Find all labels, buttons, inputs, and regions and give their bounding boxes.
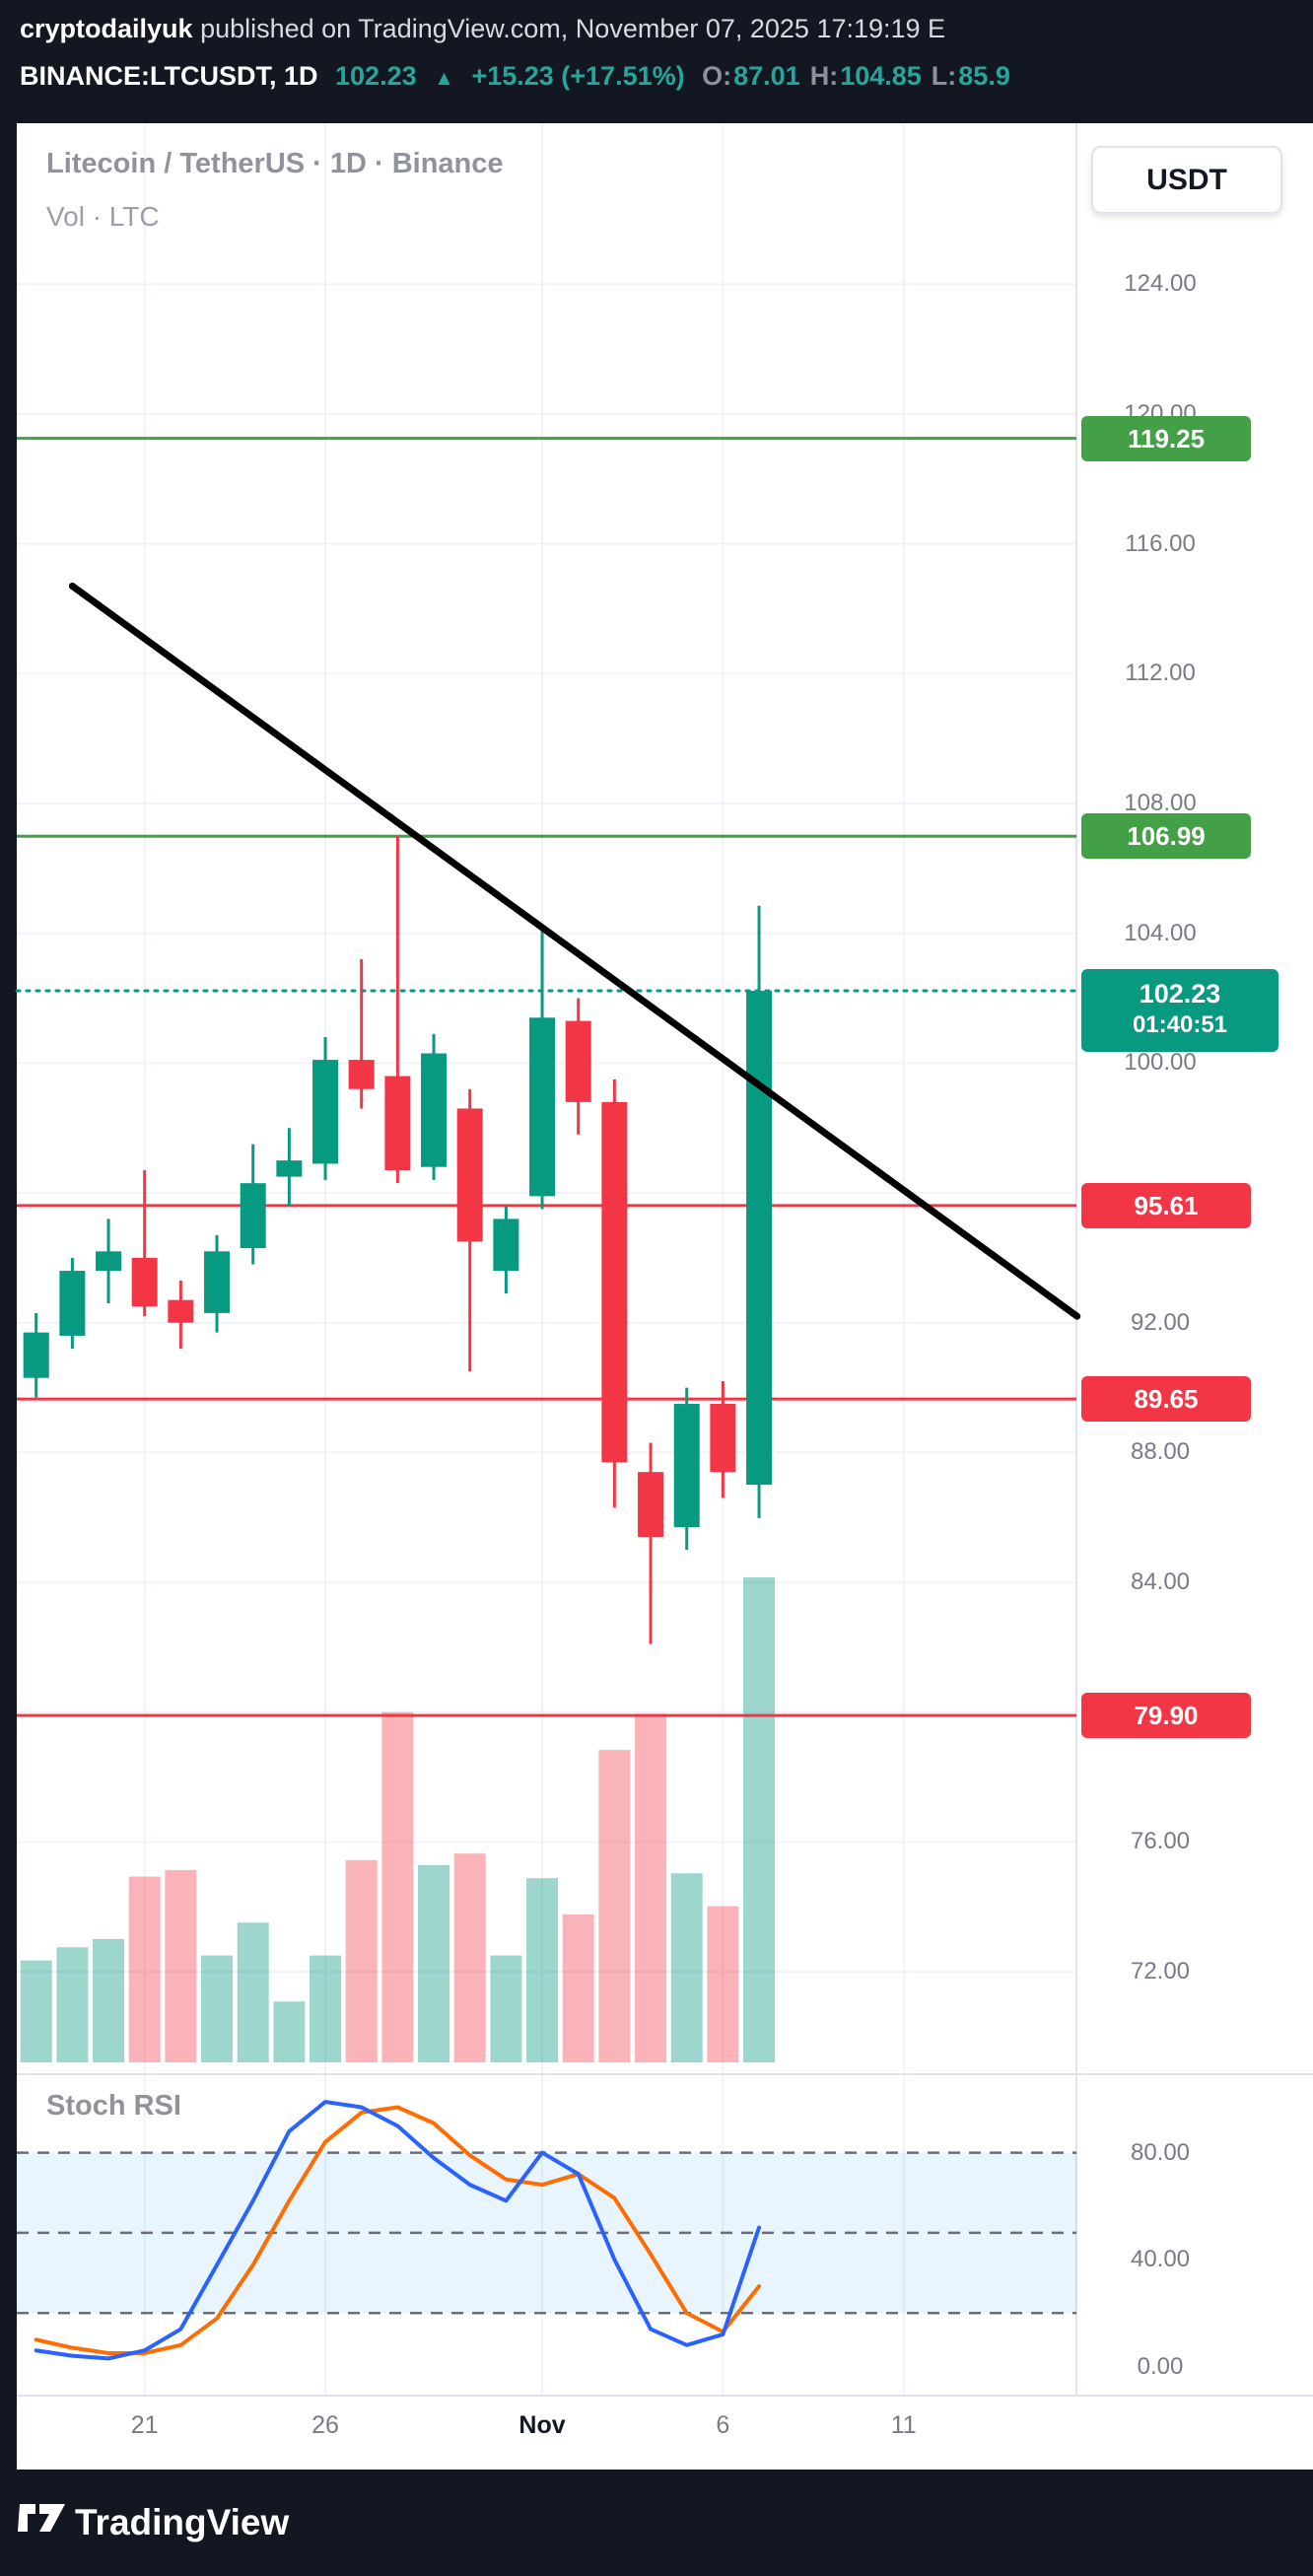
candle-body — [601, 1101, 628, 1463]
volume-bar — [20, 1960, 52, 2062]
price-axis-label: 104.00 — [1124, 919, 1197, 946]
price-change: +15.23 (+17.51%) — [471, 61, 685, 91]
chart-legend-title[interactable]: Litecoin / TetherUS · 1D · Binance — [46, 148, 504, 179]
ohlc-field-value: 87.01 — [733, 61, 800, 91]
volume-bar — [526, 1878, 559, 2062]
candle-body — [240, 1183, 266, 1249]
volume-bar — [310, 1955, 342, 2062]
volume-bar — [562, 1914, 594, 2062]
symbol-line: BINANCE:LTCUSDT, 1D 102.23 ▲ +15.23 (+17… — [20, 61, 1030, 92]
volume-bar — [670, 1873, 703, 2062]
ohlc-field-label: H: — [809, 61, 839, 91]
volume-bar — [128, 1876, 161, 2062]
candle-body — [421, 1053, 448, 1167]
stoch-axis-label: 80.00 — [1130, 2138, 1191, 2166]
price-axis-label: 72.00 — [1130, 1958, 1191, 1985]
price-axis-label: 92.00 — [1130, 1308, 1191, 1336]
stoch-axis-label: 0.00 — [1137, 2352, 1184, 2380]
stoch-d-line — [34, 2105, 762, 2355]
chart-panel-background — [17, 123, 1313, 2470]
ohlc-field-value: 104.85 — [840, 61, 922, 91]
candle-body — [673, 1404, 700, 1528]
time-axis-label: 21 — [130, 2411, 159, 2439]
candle-body — [638, 1472, 664, 1538]
price-axis-label: 84.00 — [1130, 1568, 1191, 1596]
candle-body — [131, 1257, 158, 1307]
stoch-axis-label: 40.00 — [1130, 2246, 1191, 2273]
stoch-k-line — [34, 2100, 762, 2361]
candle-body — [59, 1271, 86, 1336]
price-axis-label: 88.00 — [1130, 1438, 1191, 1466]
candle-body — [529, 1017, 556, 1197]
published-line: cryptodailyuk published on TradingView.c… — [20, 14, 945, 44]
last-price: 102.23 — [335, 61, 417, 91]
price-axis-label: 112.00 — [1125, 660, 1196, 687]
candle-body — [276, 1160, 303, 1177]
ohlc-field-value: 85.9 — [958, 61, 1010, 91]
change-up-arrow-icon: ▲ — [434, 67, 454, 90]
candle-body — [746, 990, 773, 1486]
price-level-badge-79.90[interactable]: 79.90 — [1081, 1693, 1251, 1739]
tradingview-brand[interactable]: TradingView — [75, 2502, 290, 2542]
volume-bar — [345, 1859, 378, 2062]
volume-bar — [453, 1853, 486, 2062]
published-text: published on TradingView.com, November 0… — [192, 14, 946, 43]
share-header: cryptodailyuk published on TradingView.c… — [0, 0, 1313, 123]
candle-body — [565, 1020, 591, 1102]
candle-body — [204, 1251, 231, 1313]
volume-bar — [635, 1713, 667, 2062]
volume-bar — [93, 1938, 125, 2062]
price-level-badge-89.65[interactable]: 89.65 — [1081, 1376, 1251, 1423]
price-axis-label: 100.00 — [1124, 1049, 1197, 1077]
price-level-badge-106.99[interactable]: 106.99 — [1081, 813, 1251, 860]
candle-body — [710, 1404, 736, 1473]
time-axis-label: 6 — [716, 2411, 730, 2439]
volume-bar — [273, 2001, 306, 2062]
price-axis-label: 124.00 — [1124, 270, 1197, 298]
tradingview-logo-icon[interactable] — [18, 2498, 69, 2538]
bar-countdown: 01:40:51 — [1132, 1010, 1228, 1038]
candle-body — [96, 1251, 122, 1272]
descending-trendline[interactable] — [68, 582, 1081, 1320]
stoch-rsi-label[interactable]: Stoch RSI — [46, 2090, 181, 2122]
price-level-badge-95.61[interactable]: 95.61 — [1081, 1182, 1251, 1228]
footer-bar — [0, 2470, 1313, 2576]
candle-body — [456, 1108, 483, 1242]
ohlc-field-label: L: — [931, 61, 957, 91]
candle-body — [23, 1332, 49, 1378]
ohlc-field-label: O: — [702, 61, 732, 91]
ohlc-group: O:87.01 H:104.85 L:85.9 — [702, 61, 1020, 91]
volume-bar — [165, 1869, 197, 2062]
volume-bar — [237, 1922, 269, 2062]
symbol-title: BINANCE:LTCUSDT, 1D — [20, 61, 318, 91]
time-axis-label: Nov — [518, 2411, 566, 2439]
time-axis-label: 26 — [311, 2411, 339, 2439]
volume-bar — [418, 1864, 450, 2062]
candle-body — [384, 1076, 411, 1171]
candle-body — [168, 1299, 194, 1323]
volume-bar — [201, 1955, 234, 2062]
volume-bar — [707, 1906, 739, 2062]
current-price-badge[interactable]: 102.23 01:40:51 — [1081, 968, 1278, 1052]
volume-legend[interactable]: Vol · LTC — [46, 201, 160, 232]
candle-body — [312, 1060, 339, 1164]
price-axis-label: 108.00 — [1124, 790, 1197, 817]
price-level-badge-119.25[interactable]: 119.25 — [1081, 415, 1251, 461]
volume-bar — [598, 1750, 631, 2062]
volume-bar — [490, 1955, 522, 2062]
price-axis-label: 76.00 — [1130, 1828, 1191, 1855]
price-axis-label: 116.00 — [1125, 529, 1196, 557]
author-name: cryptodailyuk — [20, 14, 193, 43]
current-price-value: 102.23 — [1139, 978, 1221, 1009]
volume-bar — [56, 1947, 89, 2062]
candle-body — [493, 1218, 519, 1272]
currency-toggle-button[interactable]: USDT — [1091, 146, 1282, 214]
volume-bar — [381, 1711, 414, 2062]
volume-bar — [743, 1577, 776, 2062]
time-axis-label: 11 — [890, 2411, 917, 2439]
candle-body — [348, 1060, 375, 1089]
